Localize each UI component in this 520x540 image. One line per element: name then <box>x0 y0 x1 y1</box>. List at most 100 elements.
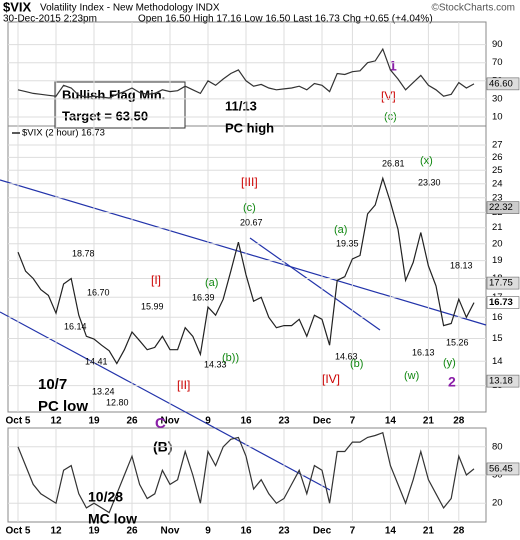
annotation: C <box>155 415 166 432</box>
quote: Open 16.50 High 17.16 Low 16.50 Last 16.… <box>138 14 433 25</box>
annotation: [III] <box>241 175 258 189</box>
series-line <box>17 176 475 365</box>
annotation: 16.70 <box>87 287 110 297</box>
annotation: 14.33 <box>204 359 227 369</box>
x-tick-label: 16 <box>240 416 252 427</box>
date: 30-Dec-2015 2:23pm <box>3 14 97 25</box>
y-tick-label: 23 <box>492 192 503 203</box>
y-tick-label: 10 <box>492 111 503 122</box>
level-label: 16.73 <box>489 297 513 308</box>
x-tick-label: 23 <box>278 416 290 427</box>
level-label: 13.18 <box>489 376 513 387</box>
y-tick-label: 27 <box>492 139 503 150</box>
annotation: [II] <box>177 378 190 392</box>
annotation: 18.78 <box>72 248 95 258</box>
annotation: 16.13 <box>412 347 435 357</box>
y-tick-label: 14 <box>492 356 503 367</box>
watermark: ©StockCharts.com <box>431 3 515 14</box>
annotation: 1 <box>389 58 397 74</box>
x-tick-label: 19 <box>88 416 100 427</box>
x-tick-label: 12 <box>50 526 62 537</box>
y-tick-label: 21 <box>492 222 503 233</box>
annotation: 13.24 <box>92 386 115 396</box>
x-tick-label: 28 <box>453 526 465 537</box>
series-line <box>17 47 475 99</box>
x-tick-label: 16 <box>240 526 252 537</box>
annotation: 16.39 <box>192 292 215 302</box>
trend-line <box>0 179 487 326</box>
annotation: 15.26 <box>446 337 469 347</box>
y-tick-label: 20 <box>492 498 503 509</box>
x-tick-label: 7 <box>350 526 356 537</box>
level-box <box>486 462 520 476</box>
annotation: 16.14 <box>64 321 87 331</box>
annotation: 26.81 <box>382 158 405 168</box>
annotation: 23.30 <box>418 177 441 187</box>
y-tick-label: 90 <box>492 39 503 50</box>
annotation: 15.99 <box>141 301 164 311</box>
x-tick-label: 26 <box>126 416 138 427</box>
y-tick-label: 24 <box>492 178 503 189</box>
annotation: Target = 63.50 <box>62 108 148 123</box>
annotation: (y) <box>443 357 456 369</box>
x-tick-label: Nov <box>161 526 180 537</box>
annotation: [I] <box>151 273 161 287</box>
x-tick-label: 9 <box>205 416 211 427</box>
trend-line <box>0 311 331 491</box>
level-label: 22.32 <box>489 202 513 213</box>
x-tick-label: 12 <box>50 416 62 427</box>
annotation: 10/28 <box>88 489 123 505</box>
price-frame <box>7 125 487 413</box>
x-tick-label: 14 <box>385 416 397 427</box>
level-box <box>486 374 520 388</box>
x-tick-label: 21 <box>423 526 435 537</box>
annotation: 2 <box>448 374 456 390</box>
annotation: Bullish Flag Min. <box>62 87 165 102</box>
annotation: 20.67 <box>240 217 263 227</box>
y-tick-label: 26 <box>492 152 503 163</box>
annotation: (a) <box>334 224 347 236</box>
annotation: 11/13 <box>225 98 257 113</box>
x-tick-label: 14 <box>385 526 397 537</box>
y-tick-label: 30 <box>492 93 503 104</box>
annotation: (w) <box>404 370 419 382</box>
x-tick-label: Oct 5 <box>5 416 30 427</box>
y-tick-label: 80 <box>492 441 503 452</box>
annotation: 18.13 <box>450 260 473 270</box>
level-label: 56.45 <box>489 463 513 474</box>
annotation: (a) <box>205 277 218 289</box>
annotation: (b)) <box>222 352 239 364</box>
series-line <box>17 431 475 514</box>
annotation: PC low <box>38 398 88 415</box>
annotation: 19.35 <box>336 238 359 248</box>
annotation: [V] <box>381 89 396 103</box>
x-tick-label: Dec <box>313 416 332 427</box>
x-tick-label: 9 <box>205 526 211 537</box>
y-tick-label: 15 <box>492 333 503 344</box>
y-tick-label: 19 <box>492 255 503 266</box>
annotation: (x) <box>420 155 433 167</box>
annotation: (c) <box>243 202 256 214</box>
x-tick-label: Dec <box>313 526 332 537</box>
x-tick-label: 7 <box>350 416 356 427</box>
annotation: (b) <box>350 358 363 370</box>
x-tick-label: Oct 5 <box>5 526 30 537</box>
chart-title: Volatility Index - New Methodology INDX <box>40 3 220 14</box>
x-tick-label: 21 <box>423 416 435 427</box>
x-tick-label: 23 <box>278 526 290 537</box>
symbol: $VIX <box>3 0 32 14</box>
annotation: PC high <box>225 120 274 135</box>
x-tick-label: 28 <box>453 416 465 427</box>
level-box <box>486 201 520 214</box>
y-tick-label: 20 <box>492 238 503 249</box>
annotation: MC low <box>88 511 137 527</box>
annotation: 14.63 <box>335 351 358 361</box>
level-box <box>486 77 520 91</box>
trend-line <box>249 237 381 331</box>
x-tick-label: 26 <box>126 526 138 537</box>
level-box <box>486 296 520 309</box>
y-tick-label: 25 <box>492 165 503 176</box>
level-label: 17.75 <box>489 278 513 289</box>
y-tick-label: 70 <box>492 57 503 68</box>
